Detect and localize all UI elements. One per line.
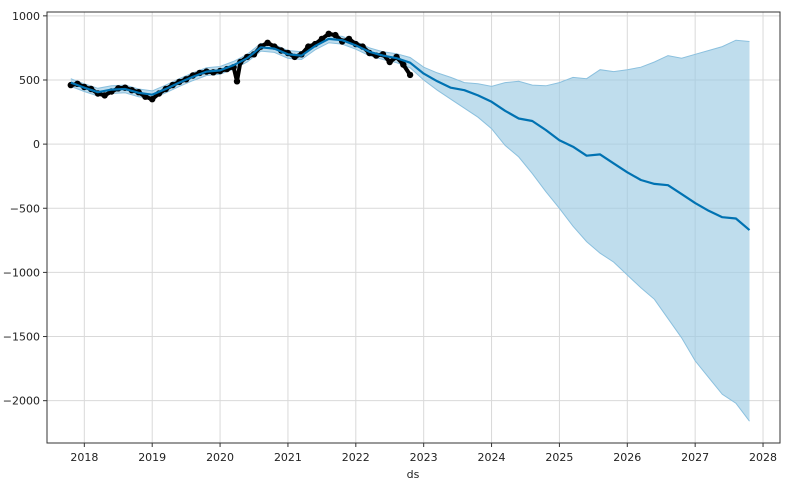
x-tick-label: 2026 <box>613 451 641 464</box>
y-tick-label: 0 <box>33 138 40 151</box>
x-tick-label: 2027 <box>681 451 709 464</box>
uncertainty-band <box>70 35 750 422</box>
uncertainty-lower-edge <box>70 42 750 422</box>
plot-frame <box>46 11 781 444</box>
x-tick-label: 2023 <box>410 451 438 464</box>
y-tick-label: 1000 <box>12 10 40 23</box>
x-tick-label: 2024 <box>478 451 506 464</box>
x-axis-label: ds <box>407 468 420 481</box>
x-axis-ticks: 2018 2019 2020 2021 2022 2023 2024 2025 2026 2027… <box>70 443 777 464</box>
x-tick-label: 2021 <box>274 451 302 464</box>
x-tick-label: 2018 <box>70 451 98 464</box>
y-tick-label: −1000 <box>3 266 40 279</box>
y-axis-ticks: 1000 500 0 −500 −1000 −1500 −2000 <box>3 10 47 408</box>
y-tick-label: −1500 <box>3 331 40 344</box>
y-tick-label: −500 <box>10 202 40 215</box>
x-tick-label: 2019 <box>138 451 166 464</box>
x-tick-label: 2020 <box>206 451 234 464</box>
y-tick-label: −2000 <box>3 395 40 408</box>
x-tick-label: 2022 <box>342 451 370 464</box>
forecast-line <box>70 37 751 231</box>
uncertainty-upper-edge <box>70 34 750 92</box>
x-tick-label: 2025 <box>545 451 573 464</box>
x-tick-label: 2028 <box>749 451 777 464</box>
y-tick-label: 500 <box>19 74 40 87</box>
